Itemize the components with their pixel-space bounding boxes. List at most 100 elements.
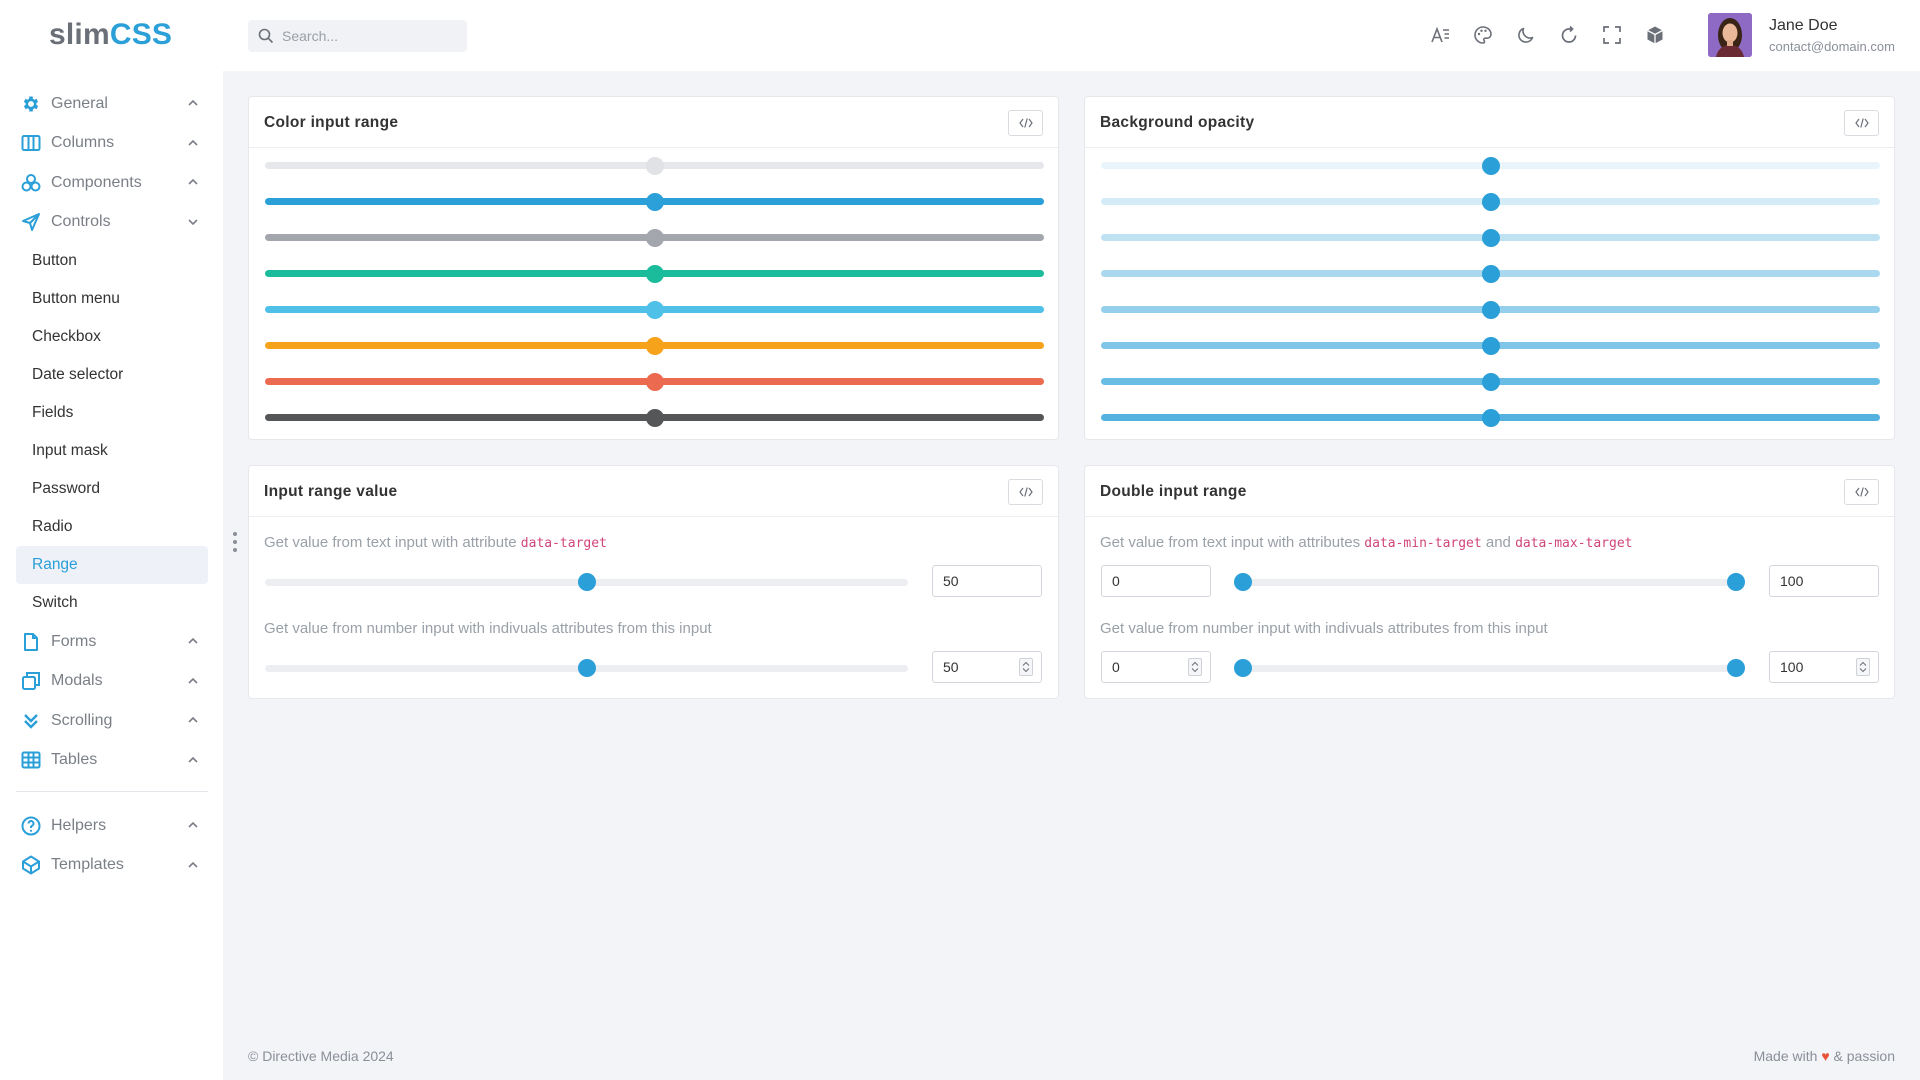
sidebar-resize-handle[interactable] <box>232 532 238 552</box>
sidebar-item-components[interactable]: Components <box>16 163 208 203</box>
card-input-range-value: Input range value Get value from text in… <box>248 465 1059 699</box>
sidebar-item-helpers[interactable]: Helpers <box>16 806 208 846</box>
color-range-thumb[interactable] <box>645 193 664 211</box>
sidebar-item-columns[interactable]: Columns <box>16 124 208 164</box>
sidebar-nav: General Columns Components Controls Bu <box>16 84 208 885</box>
range-thumb[interactable] <box>577 659 596 677</box>
double-range-track[interactable] <box>1235 579 1736 586</box>
description: Get value from number input with indivua… <box>1100 620 1548 637</box>
sidebar-subitem-button[interactable]: Button <box>32 252 77 269</box>
card-header: Double input range <box>1085 466 1894 517</box>
sidebar-subitem-switch[interactable]: Switch <box>32 594 78 611</box>
range-value-input[interactable]: 50 <box>932 565 1042 597</box>
sidebar-item-tables[interactable]: Tables <box>16 741 208 781</box>
view-code-button[interactable] <box>1844 479 1879 505</box>
sidebar-item-label: Helpers <box>51 816 107 834</box>
opacity-range-thumb[interactable] <box>1481 193 1500 211</box>
opacity-range-thumb[interactable] <box>1481 301 1500 319</box>
spinner-arrows-icon <box>1191 661 1199 673</box>
card-header: Background opacity <box>1085 97 1894 148</box>
color-range-thumb[interactable] <box>645 229 664 247</box>
spinner-arrows-icon <box>1859 661 1867 673</box>
number-spinner[interactable] <box>1019 658 1033 676</box>
logo[interactable]: slimCSS <box>49 18 172 52</box>
attribute-code: data-target <box>520 536 607 551</box>
controls-submenu: Button Button menu Checkbox Date selecto… <box>16 242 208 622</box>
cube-icon[interactable] <box>1644 24 1666 46</box>
range-min-thumb[interactable] <box>1234 573 1252 591</box>
sidebar-item-modals[interactable]: Modals <box>16 662 208 702</box>
color-range-thumb[interactable] <box>645 373 664 391</box>
send-icon <box>20 211 42 233</box>
sidebar-subitem-date-selector[interactable]: Date selector <box>32 366 124 383</box>
moon-icon[interactable] <box>1515 24 1537 46</box>
sidebar-item-label: Modals <box>51 672 103 690</box>
min-value-input[interactable]: 0 <box>1101 565 1211 597</box>
number-spinner[interactable] <box>1188 658 1202 676</box>
color-range-thumb[interactable] <box>645 409 664 427</box>
sidebar-subitem-fields[interactable]: Fields <box>32 404 74 421</box>
color-range-thumb[interactable] <box>645 157 664 175</box>
help-circle-icon <box>20 815 42 837</box>
font-size-icon[interactable] <box>1429 24 1451 46</box>
code-icon <box>1854 487 1869 497</box>
logo-part-slim: slim <box>49 18 110 51</box>
avatar[interactable] <box>1708 13 1752 57</box>
palette-icon[interactable] <box>1472 24 1494 46</box>
opacity-range-thumb[interactable] <box>1481 229 1500 247</box>
description-text: Get value from text input with attribute… <box>1100 534 1365 551</box>
sidebar-item-controls[interactable]: Controls <box>16 203 208 243</box>
view-code-button[interactable] <box>1008 110 1043 136</box>
sidebar-item-scrolling[interactable]: Scrolling <box>16 701 208 741</box>
card-title: Color input range <box>264 114 399 131</box>
chevron-up-icon <box>188 99 198 106</box>
sidebar-item-templates[interactable]: Templates <box>16 846 208 886</box>
opacity-range-thumb[interactable] <box>1481 409 1500 427</box>
range-max-thumb[interactable] <box>1727 659 1745 677</box>
footer-credit: Made with ♥ & passion <box>1754 1048 1895 1064</box>
opacity-range-thumb[interactable] <box>1481 337 1500 355</box>
opacity-range-thumb[interactable] <box>1481 373 1500 391</box>
number-spinner[interactable] <box>1856 658 1870 676</box>
sidebar-subitem-password[interactable]: Password <box>32 480 101 497</box>
sidebar-subitem-range[interactable]: Range <box>16 546 208 584</box>
attribute-code: data-min-target <box>1364 536 1482 551</box>
sidebar-item-forms[interactable]: Forms <box>16 622 208 662</box>
chevron-down-icon <box>188 218 198 225</box>
chevron-up-icon <box>188 756 198 763</box>
max-number-input[interactable]: 100 <box>1769 651 1879 683</box>
chevron-up-icon <box>188 637 198 644</box>
range-max-thumb[interactable] <box>1727 573 1745 591</box>
max-value: 100 <box>1780 659 1804 675</box>
color-range-thumb[interactable] <box>645 337 664 355</box>
code-icon <box>1854 118 1869 128</box>
view-code-button[interactable] <box>1008 479 1043 505</box>
fullscreen-icon[interactable] <box>1601 24 1623 46</box>
min-number-input[interactable]: 0 <box>1101 651 1211 683</box>
max-value: 100 <box>1780 573 1804 589</box>
components-icon <box>20 172 42 194</box>
number-value-input[interactable]: 50 <box>932 651 1042 683</box>
chevron-up-icon <box>188 821 198 828</box>
attribute-code: data-max-target <box>1515 536 1633 551</box>
double-chevron-down-icon <box>20 710 42 732</box>
card-header: Color input range <box>249 97 1058 148</box>
sidebar-subitem-button-menu[interactable]: Button menu <box>32 290 120 307</box>
range-min-thumb[interactable] <box>1234 659 1252 677</box>
max-value-input[interactable]: 100 <box>1769 565 1879 597</box>
sidebar-subitem-checkbox[interactable]: Checkbox <box>32 328 101 345</box>
color-range-thumb[interactable] <box>645 265 664 283</box>
opacity-range-thumb[interactable] <box>1481 265 1500 283</box>
refresh-icon[interactable] <box>1558 24 1580 46</box>
double-range-track[interactable] <box>1235 665 1736 672</box>
sidebar-item-general[interactable]: General <box>16 84 208 124</box>
sidebar-subitem-radio[interactable]: Radio <box>32 518 73 535</box>
view-code-button[interactable] <box>1844 110 1879 136</box>
search-input[interactable] <box>282 28 452 44</box>
sidebar: slimCSS General Columns Components <box>0 0 223 1080</box>
sidebar-subitem-input-mask[interactable]: Input mask <box>32 442 108 459</box>
color-range-thumb[interactable] <box>645 301 664 319</box>
user-name[interactable]: Jane Doe <box>1769 17 1838 34</box>
range-thumb[interactable] <box>577 573 596 591</box>
opacity-range-thumb[interactable] <box>1481 157 1500 175</box>
